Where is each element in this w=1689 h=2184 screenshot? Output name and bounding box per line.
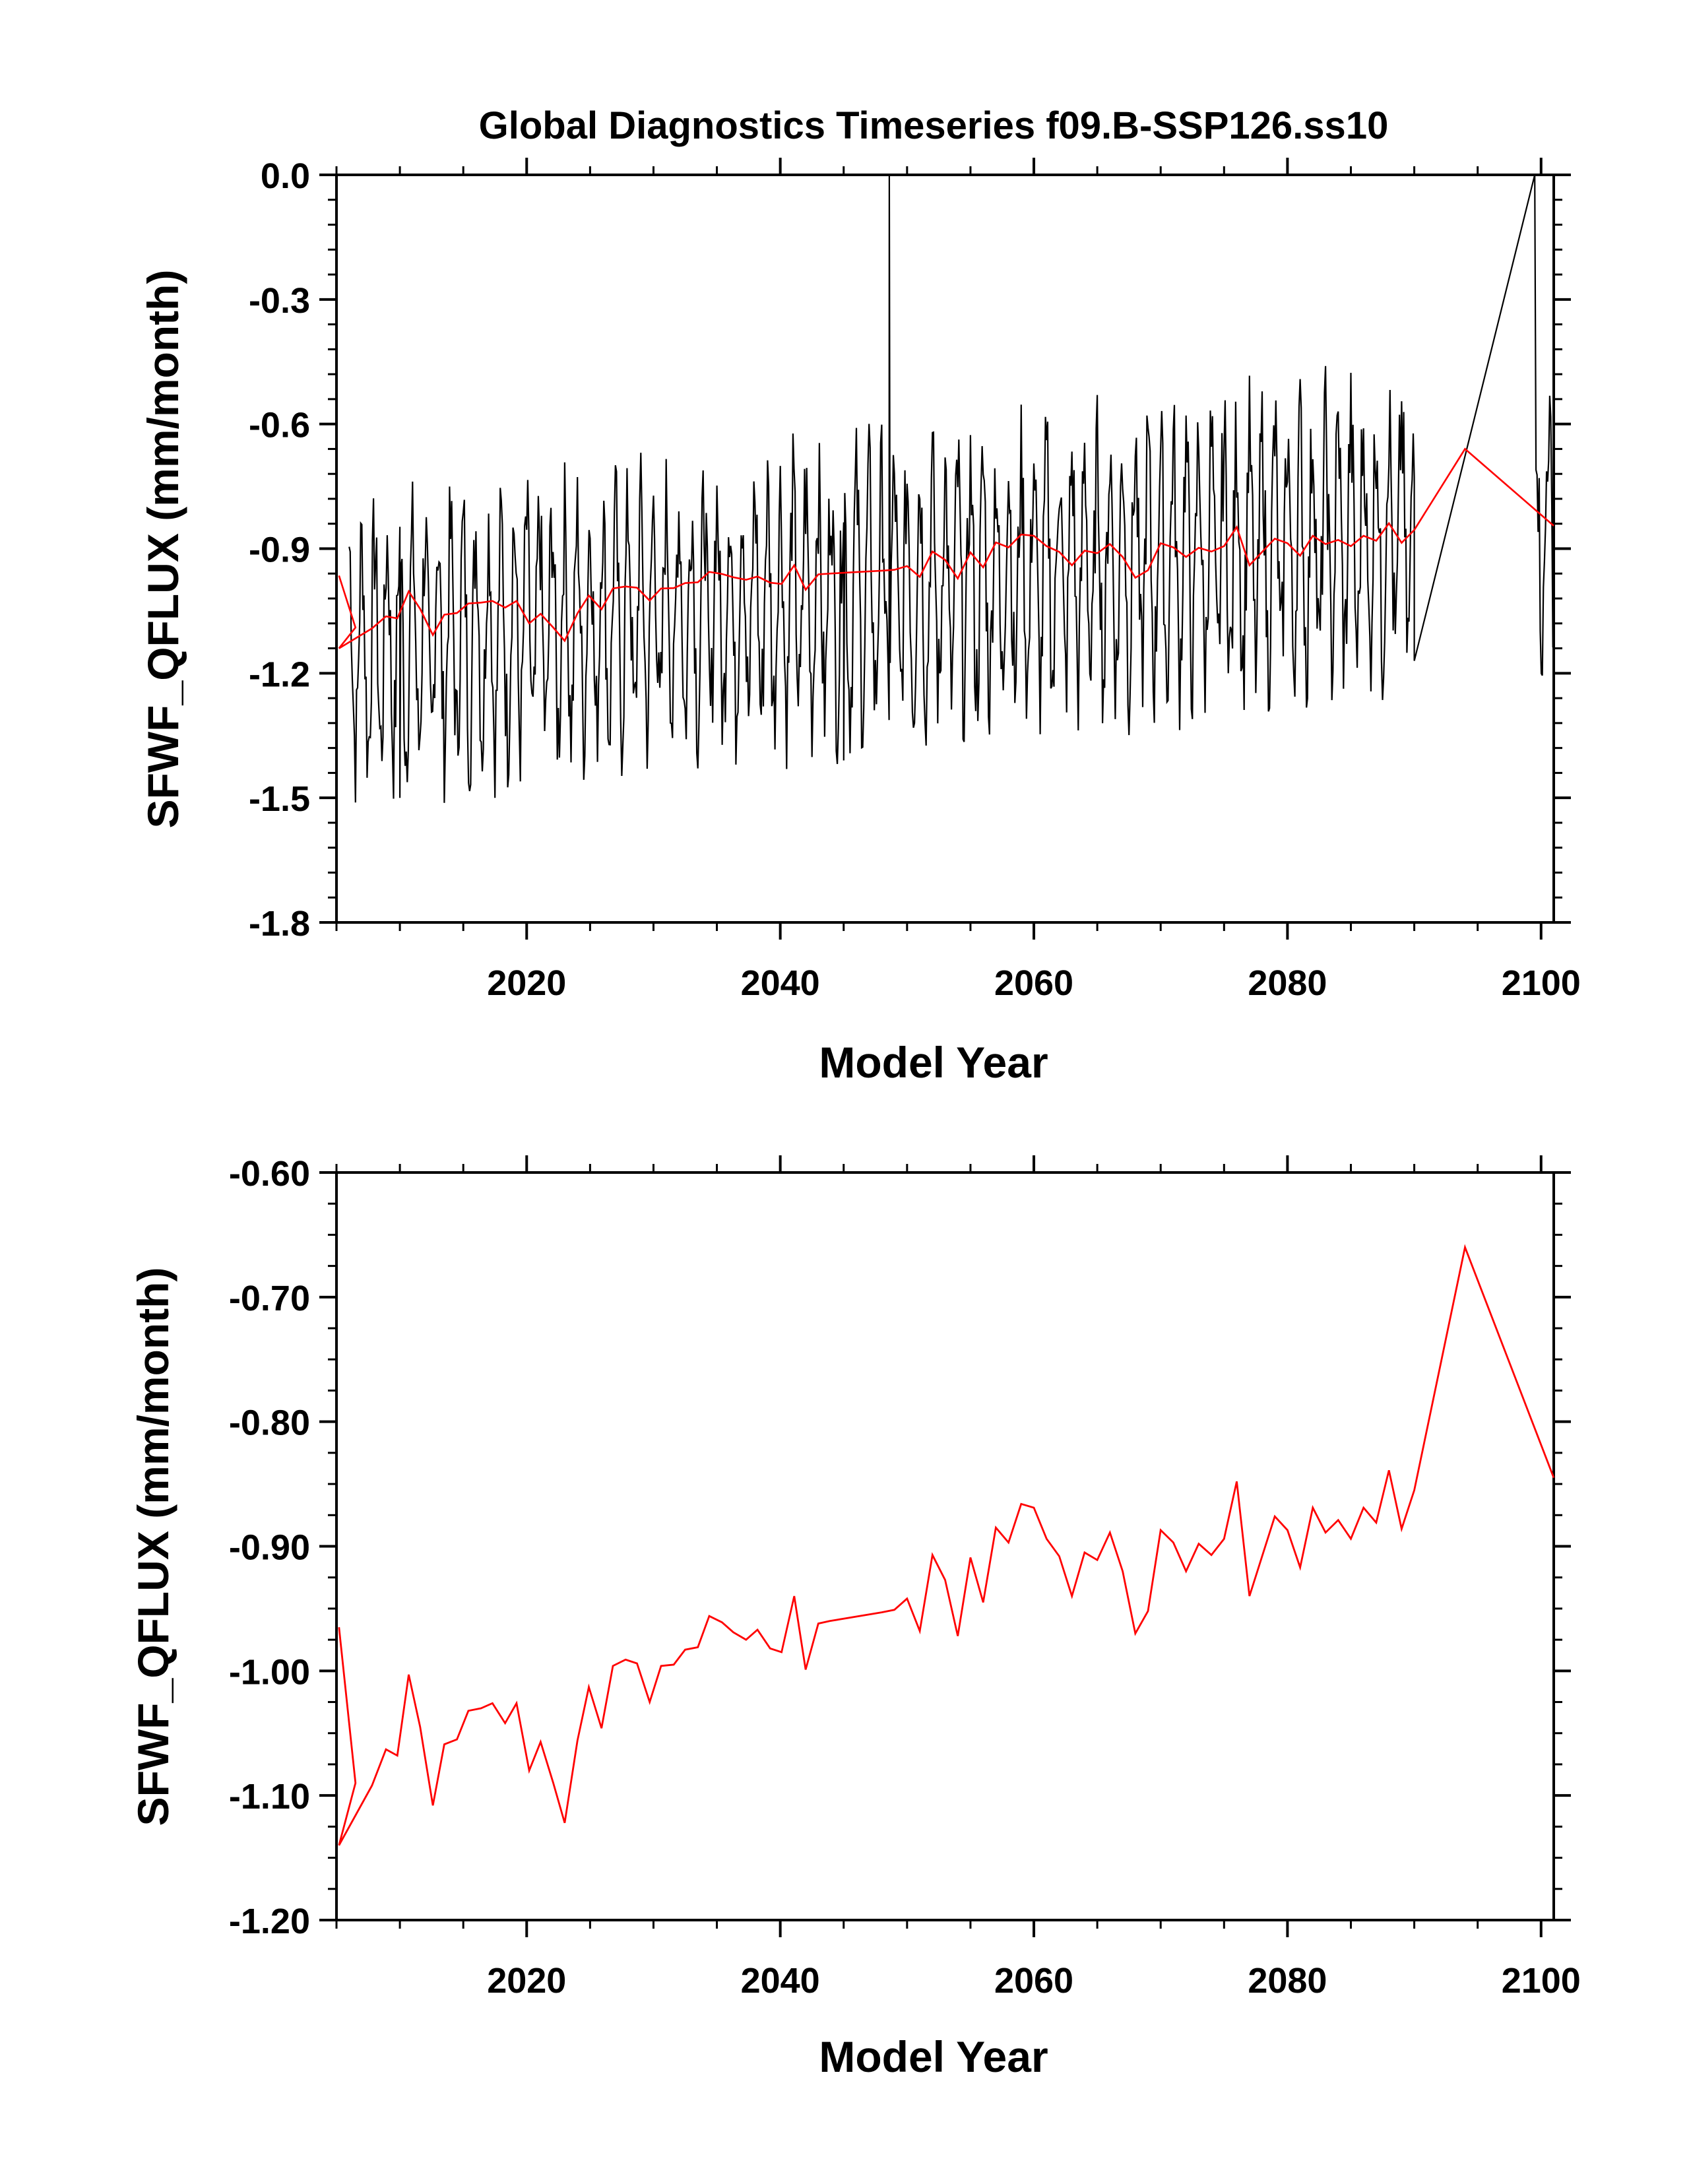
y-tick-label: -1.00 <box>229 1652 310 1692</box>
x-tick-label: 2040 <box>741 963 820 1003</box>
x-tick-label: 2080 <box>1248 1961 1327 2001</box>
y-tick-label: -1.20 <box>229 1902 310 1941</box>
series-line-annual-mean <box>338 1244 1555 1846</box>
y-axis-label: SFWF_QFLUX (mm/month) <box>139 270 187 829</box>
bottom-panel: Model Year SFWF_QFLUX (mm/month) -0.60 -0… <box>129 1154 1581 2081</box>
series-line-annual-mean <box>338 447 1554 649</box>
x-tick-label: 2100 <box>1502 1961 1581 2001</box>
y-tick-label: -0.6 <box>249 406 310 445</box>
y-tick-label: -0.90 <box>229 1528 310 1568</box>
x-tick-label: 2100 <box>1502 963 1581 1003</box>
x-tick-label: 2060 <box>994 1961 1073 2001</box>
x-tick-label: 2060 <box>994 963 1073 1003</box>
x-axis-label: Model Year <box>819 1038 1048 1087</box>
x-tick-label: 2040 <box>741 1961 820 2001</box>
y-tick-label: -1.2 <box>249 655 310 694</box>
y-tick-label: -0.70 <box>229 1279 310 1318</box>
y-tick-label: -0.3 <box>249 281 310 321</box>
x-tick-label: 2020 <box>487 1961 566 2001</box>
plot-frame <box>335 1171 1555 1921</box>
top-panel: Global Diagnostics Timeseries f09.B-SSP1… <box>139 104 1581 1087</box>
series-line-monthly <box>348 174 1555 803</box>
y-tick-label: -0.80 <box>229 1403 310 1443</box>
y-tick-label: 0.0 <box>261 156 310 196</box>
y-tick-label: -1.10 <box>229 1777 310 1816</box>
chart-title: Global Diagnostics Timeseries f09.B-SSP1… <box>479 104 1389 147</box>
x-axis-label: Model Year <box>819 2032 1048 2081</box>
x-tick-label: 2020 <box>487 963 566 1003</box>
y-tick-label: -1.5 <box>249 779 310 819</box>
x-tick-label: 2080 <box>1248 963 1327 1003</box>
y-tick-label: -1.8 <box>249 904 310 944</box>
y-tick-label: -0.60 <box>229 1154 310 1194</box>
y-tick-label: -0.9 <box>249 530 310 570</box>
y-axis-label: SFWF_QFLUX (mm/month) <box>129 1268 177 1826</box>
plot-frame <box>335 174 1555 924</box>
